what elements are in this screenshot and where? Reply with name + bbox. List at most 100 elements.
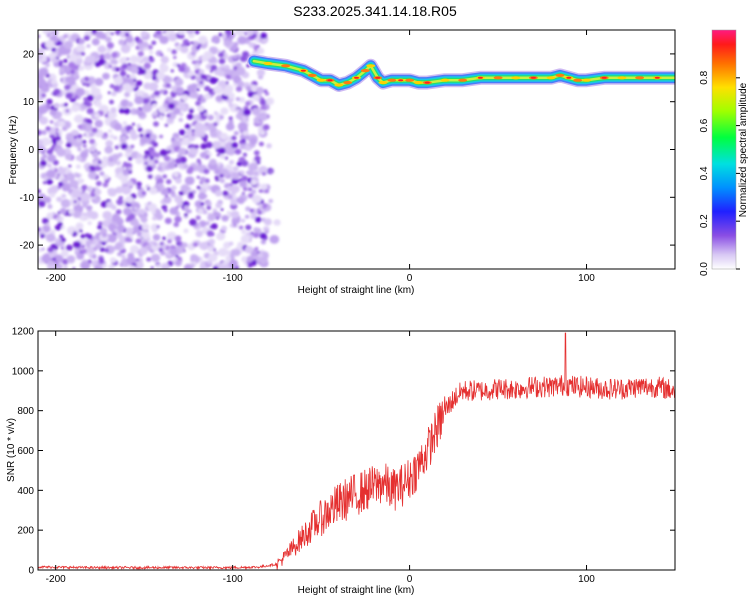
signal-hotspot (360, 69, 370, 73)
noise-speckle (179, 104, 187, 112)
snr-y-tick-label: 600 (17, 446, 34, 457)
noise-speckle (220, 132, 228, 140)
noise-speckle (44, 40, 55, 49)
noise-speckle (94, 77, 104, 86)
noise-speckle (194, 200, 203, 208)
noise-speckle (113, 136, 118, 140)
noise-speckle (238, 225, 244, 230)
noise-speckle (80, 234, 86, 239)
noise-speckle (191, 60, 197, 65)
colorbar-frame (711, 29, 737, 270)
noise-speckle (230, 211, 235, 216)
noise-speckle (88, 79, 95, 85)
noise-speckle (107, 110, 117, 120)
noise-speckle (135, 238, 142, 244)
noise-speckle (45, 126, 51, 131)
noise-speckle (109, 99, 114, 105)
noise-speckle (220, 264, 230, 269)
noise-speckle (229, 223, 235, 228)
noise-speckle (171, 185, 177, 191)
noise-speckle (77, 124, 82, 129)
noise-speckle (148, 82, 159, 91)
noise-speckle (77, 147, 82, 152)
noise-speckle (70, 69, 76, 75)
colorbar: 0.0 0.2 0.4 0.6 0.8 Normalized spectral ampl… (699, 29, 749, 276)
noise-speckle (52, 257, 56, 262)
noise-speckle (133, 78, 137, 82)
noise-speckle (234, 148, 242, 155)
noise-speckle (79, 214, 86, 221)
noise-speckle (118, 108, 125, 114)
noise-speckle (101, 219, 111, 228)
noise-speckle (247, 262, 254, 268)
noise-speckle (209, 225, 213, 229)
noise-speckle (103, 132, 108, 137)
noise-speckle (137, 127, 143, 133)
noise-speckle (174, 195, 183, 203)
noise-speckle (167, 102, 176, 110)
noise-speckle (81, 184, 88, 191)
noise-speckle (152, 103, 157, 109)
signal-peak (477, 76, 483, 79)
noise-speckle (88, 131, 95, 137)
noise-speckle (136, 185, 142, 190)
noise-speckle (199, 151, 208, 159)
noise-speckle (258, 112, 268, 121)
noise-speckle (262, 172, 266, 176)
noise-speckle (117, 252, 122, 257)
noise-speckle (94, 189, 102, 196)
noise-speckle (258, 189, 263, 193)
spectrogram-signal-trace (246, 54, 675, 92)
noise-speckle (245, 224, 252, 231)
noise-speckle (250, 179, 258, 186)
noise-speckle (224, 156, 229, 160)
noise-speckle (184, 123, 191, 129)
noise-speckle (63, 102, 68, 107)
noise-speckle (226, 210, 232, 215)
noise-speckle (173, 172, 179, 178)
noise-speckle (257, 252, 264, 258)
noise-speckle (206, 260, 212, 265)
noise-speckle (114, 67, 120, 72)
noise-speckle (101, 232, 108, 238)
noise-speckle (116, 198, 124, 206)
noise-speckle (142, 56, 150, 63)
noise-speckle (61, 183, 71, 192)
snr-x-label: Height of straight line (km) (298, 585, 415, 596)
noise-speckle (46, 222, 50, 227)
noise-speckle (223, 40, 232, 47)
noise-speckle (164, 217, 172, 224)
noise-speckle (169, 207, 179, 215)
signal-hotspot (334, 83, 344, 87)
signal-peak (530, 76, 536, 79)
signal-hotspot (316, 78, 326, 82)
noise-speckle (231, 171, 240, 180)
noise-speckle (162, 236, 167, 240)
noise-speckle (225, 30, 232, 35)
noise-speckle (90, 83, 96, 90)
noise-speckle (190, 144, 195, 149)
noise-speckle (196, 185, 201, 190)
noise-speckle (81, 244, 85, 249)
noise-speckle (94, 61, 101, 67)
noise-speckle (247, 187, 253, 192)
noise-speckle (52, 83, 58, 89)
noise-speckle (151, 210, 156, 215)
noise-speckle (155, 30, 162, 35)
noise-speckle (180, 45, 189, 54)
noise-speckle (50, 185, 59, 193)
noise-speckle (211, 35, 221, 44)
noise-speckle (188, 135, 195, 142)
noise-speckle (125, 78, 131, 84)
signal-hotspot (405, 78, 415, 82)
noise-speckle (218, 247, 228, 257)
noise-speckle (119, 70, 127, 77)
noise-speckle (74, 114, 84, 124)
noise-speckle (196, 175, 200, 179)
noise-speckle (232, 166, 239, 172)
noise-speckle (86, 205, 93, 211)
noise-speckle (54, 168, 58, 172)
noise-speckle (149, 133, 158, 141)
noise-speckle (135, 109, 142, 115)
spectrogram-x-tick-label: 0 (407, 273, 413, 284)
